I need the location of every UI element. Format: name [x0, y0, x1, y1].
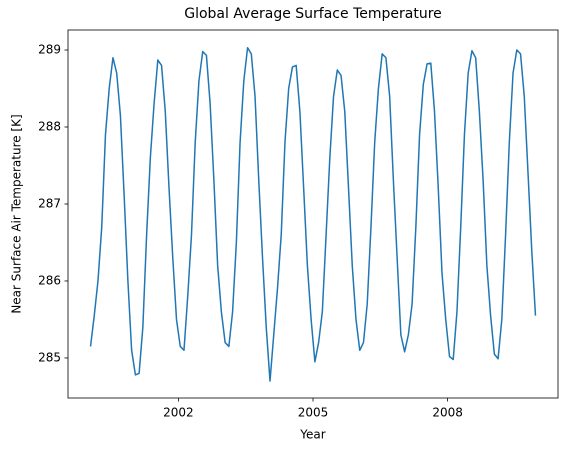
- data-line: [89, 46, 537, 382]
- y-axis-label: Near Surface Air Temperature [K]: [10, 114, 24, 313]
- x-tick-label: 2008: [432, 406, 463, 420]
- x-tick-label: 2005: [298, 406, 329, 420]
- y-tick-label: 286: [38, 273, 61, 287]
- x-axis-label: Year: [299, 428, 325, 442]
- y-tick-label: 287: [38, 196, 61, 210]
- x-tick-label: 2002: [163, 406, 194, 420]
- chart-title: Global Average Surface Temperature: [184, 6, 442, 22]
- y-tick-label: 285: [38, 350, 61, 364]
- y-tick-label: 288: [38, 120, 61, 134]
- plot-frame: [67, 29, 559, 399]
- y-tick-label: 289: [38, 43, 61, 57]
